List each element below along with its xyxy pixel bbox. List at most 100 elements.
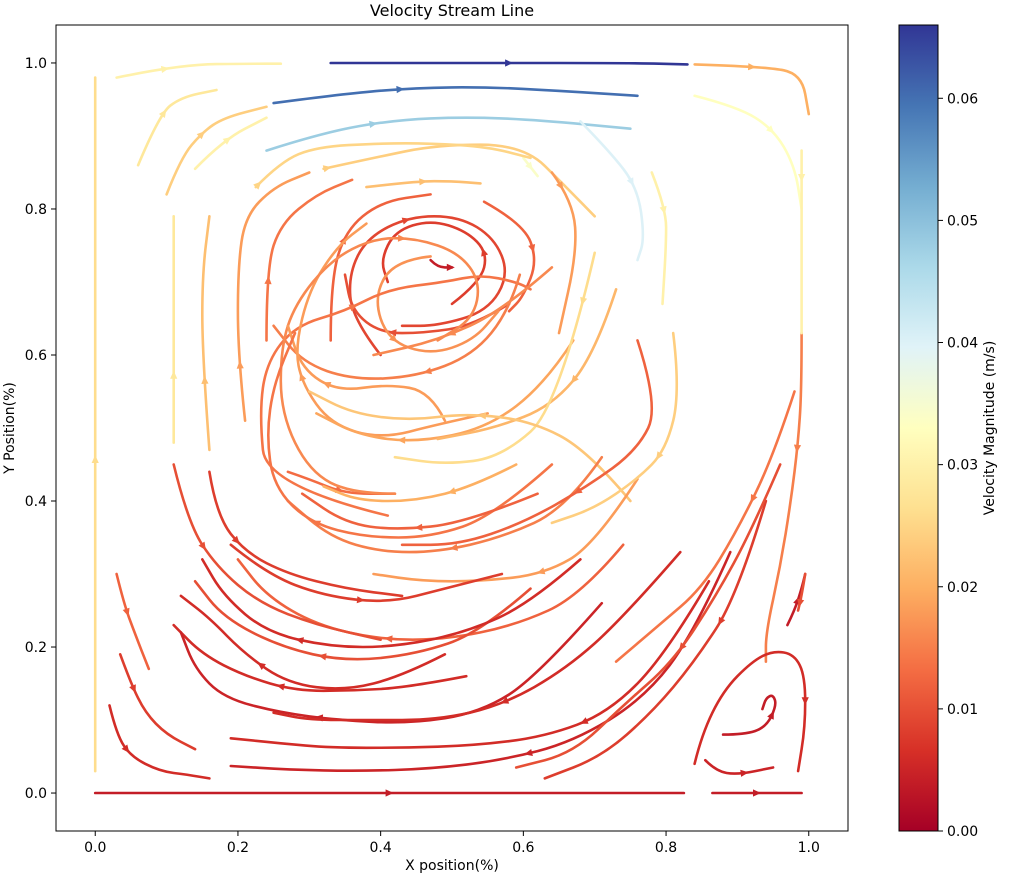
- streamline-arrow-72: [797, 598, 805, 608]
- y-tick-label: 1.0: [25, 56, 47, 72]
- streamline-47: [172, 463, 382, 641]
- streamline-arrow-36: [322, 382, 332, 389]
- streamline-arrow-42: [414, 523, 423, 531]
- streamline-65: [108, 704, 211, 780]
- streamline-8: [193, 116, 268, 171]
- y-axis-label: Y Position(%): [2, 382, 18, 475]
- streamline-arrow-32: [201, 375, 209, 384]
- colorbar-tick-label: 0.01: [947, 702, 978, 718]
- streamline-arrow-31: [236, 360, 244, 369]
- streamline-arrow-30: [580, 296, 588, 306]
- colorbar-ticks: 0.00 0.01 0.02 0.03 0.04 0.05 0.06: [938, 91, 978, 840]
- streamline-arrow-67: [753, 789, 761, 797]
- streamline-arrow-5: [766, 125, 775, 134]
- streamline-arrow-16: [264, 276, 272, 285]
- streamline-60: [764, 331, 803, 663]
- streamline-40: [286, 455, 604, 554]
- streamline-arrow-20: [481, 247, 489, 257]
- streamline-arrow-39: [536, 567, 546, 575]
- streamline-3: [272, 86, 639, 105]
- streamline-54: [229, 550, 732, 772]
- streamline-arrow-65: [121, 744, 130, 753]
- x-tick-label: 0.8: [655, 840, 677, 856]
- streamline-27: [372, 266, 554, 357]
- streamline-4: [136, 88, 218, 167]
- streamline-24: [259, 275, 532, 517]
- streamline-52: [272, 550, 682, 722]
- streamline-0: [329, 61, 689, 66]
- streamline-arrow-54: [524, 749, 533, 756]
- streamline-arrow-6: [369, 120, 378, 128]
- streamline-arrow-15: [419, 178, 428, 186]
- streamline-arrow-19: [401, 217, 411, 225]
- streamline-arrow-52: [500, 696, 510, 704]
- streamline-16: [265, 178, 354, 342]
- streamline-39: [372, 477, 639, 583]
- streamline-arrow-58: [573, 486, 583, 494]
- streamline-arrow-44: [384, 635, 393, 643]
- y-tick-label: 0.0: [25, 786, 47, 802]
- streamline-arrow-3: [396, 85, 405, 94]
- streamline-42: [300, 492, 539, 530]
- x-tick-label: 0.4: [370, 840, 392, 856]
- streamline-arrow-60: [793, 444, 802, 453]
- streamline-64: [118, 653, 197, 751]
- streamline-arrow-12: [525, 161, 533, 171]
- streamline-arrow-33: [170, 370, 178, 379]
- streamline-20: [381, 221, 487, 306]
- streamline-70: [721, 694, 777, 736]
- streamline-55: [543, 499, 768, 780]
- streamline-45: [193, 580, 532, 661]
- streamline-13: [254, 141, 532, 189]
- streamline-26: [296, 222, 489, 437]
- streamline-arrow-21: [446, 263, 455, 271]
- x-tick-label: 0.2: [227, 840, 249, 856]
- y-axis-ticks: 0.0 0.2 0.4 0.6 0.8 1.0: [25, 56, 56, 802]
- streamline-arrow-0: [505, 59, 514, 67]
- streamline-43: [229, 543, 504, 603]
- streamline-58: [400, 339, 654, 547]
- streamline-35: [279, 236, 480, 495]
- streamline-41: [267, 331, 554, 539]
- y-tick-label: 0.6: [25, 348, 47, 364]
- streamline-arrow-53: [579, 717, 589, 724]
- streamline-arrow-49: [276, 683, 285, 691]
- chart-title: Velocity Stream Line: [370, 1, 534, 20]
- plot-frame: [55, 24, 849, 832]
- streamline-arrow-63: [122, 607, 130, 617]
- streamline-arrow-25: [423, 367, 432, 375]
- streamline-44: [236, 543, 625, 642]
- streamline-21: [429, 258, 454, 269]
- streamline-31: [236, 171, 311, 422]
- x-tick-label: 0.6: [512, 840, 534, 856]
- streamline-arrow-40: [449, 543, 458, 551]
- colorbar-label: Velocity Magnitude (m/s): [982, 341, 998, 516]
- x-axis-ticks: 0.0 0.2 0.4 0.6 0.8 1.0: [84, 831, 820, 856]
- streamline-63: [115, 572, 151, 671]
- streamline-37: [322, 463, 518, 503]
- streamline-arrow-68: [801, 697, 809, 706]
- colorbar-tick-label: 0.04: [947, 336, 978, 352]
- streamline-22: [343, 273, 511, 335]
- streamline-57: [614, 390, 796, 663]
- streamline-arrow-41: [312, 520, 322, 528]
- streamline-36: [286, 324, 447, 422]
- streamline-18: [482, 200, 536, 313]
- colorbar-tick-label: 0.02: [947, 580, 978, 596]
- streamline-arrow-50: [295, 637, 304, 645]
- streamline-arrow-13: [253, 181, 262, 190]
- streamline-arrow-70: [767, 710, 774, 720]
- streamline-1: [115, 62, 283, 79]
- streamline-arrow-18: [528, 244, 536, 253]
- colorbar-tick-label: 0.03: [947, 458, 978, 474]
- streamline-2: [693, 63, 811, 116]
- streamline-53: [229, 580, 711, 750]
- streamline-arrow-43: [356, 596, 365, 604]
- y-tick-label: 0.2: [25, 640, 47, 656]
- streamline-arrow-29: [571, 374, 579, 384]
- x-tick-label: 0.0: [84, 840, 106, 856]
- streamline-arrow-1: [160, 65, 170, 73]
- streamline-arrow-45: [318, 653, 327, 661]
- streamline-17: [329, 193, 432, 342]
